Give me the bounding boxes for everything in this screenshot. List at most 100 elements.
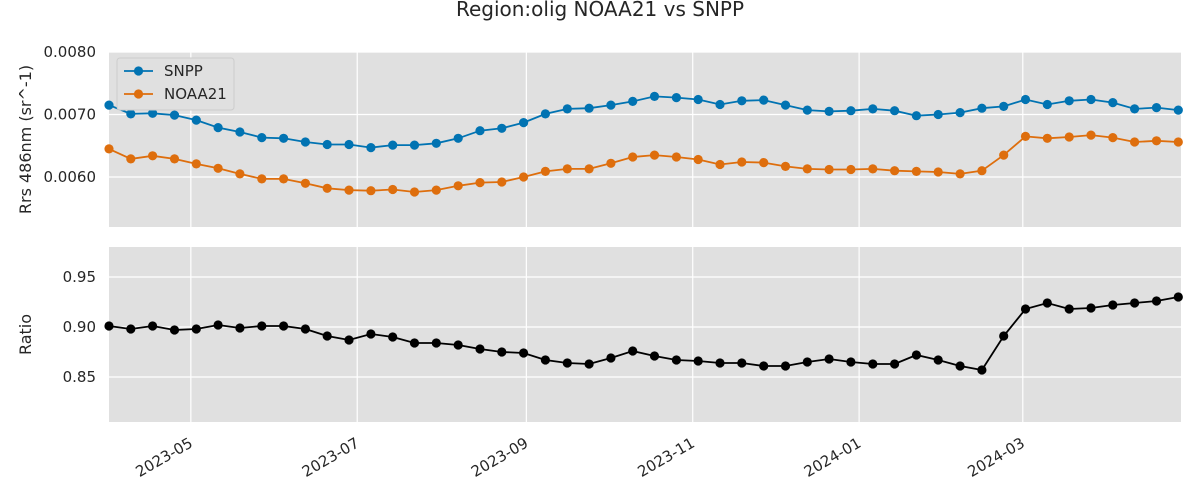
data-point-ratio	[169, 325, 180, 335]
panel-2-y-tick-label: 0.95	[63, 268, 96, 286]
data-point-noaa21	[584, 164, 594, 174]
data-point-ratio	[890, 359, 900, 369]
data-point-noaa21	[279, 174, 289, 184]
data-point-ratio	[235, 323, 245, 333]
data-point-snpp	[300, 137, 310, 147]
data-point-snpp	[169, 110, 180, 120]
data-point-ratio	[1130, 298, 1140, 308]
data-point-snpp	[1020, 94, 1031, 105]
data-point-ratio	[409, 338, 420, 348]
data-point-ratio	[540, 355, 551, 365]
data-point-snpp	[606, 100, 616, 110]
data-point-ratio	[475, 344, 485, 354]
data-point-ratio	[1064, 304, 1074, 314]
data-point-ratio	[649, 351, 660, 361]
data-point-ratio	[388, 332, 398, 342]
data-point-noaa21	[497, 177, 507, 187]
data-point-noaa21	[540, 166, 551, 176]
data-point-noaa21	[213, 163, 223, 173]
data-point-ratio	[1108, 300, 1118, 310]
data-point-noaa21	[148, 151, 158, 161]
data-point-noaa21	[628, 152, 638, 162]
data-point-snpp	[824, 106, 834, 116]
data-point-snpp	[1064, 96, 1074, 106]
legend-label-noaa21: NOAA21	[164, 85, 227, 103]
data-point-snpp	[279, 133, 289, 143]
panel-1-y-tick-label: 0.0070	[44, 106, 97, 124]
data-point-noaa21	[1130, 137, 1140, 147]
data-point-snpp	[846, 106, 856, 116]
data-point-snpp	[737, 96, 747, 106]
data-point-snpp	[497, 123, 507, 133]
data-point-noaa21	[911, 166, 922, 176]
data-point-ratio	[868, 359, 878, 369]
data-point-noaa21	[780, 161, 791, 171]
x-tick-label: 2024-01	[801, 434, 864, 481]
data-point-noaa21	[649, 150, 660, 160]
data-point-snpp	[868, 104, 878, 114]
data-point-snpp	[649, 91, 660, 101]
data-point-snpp	[693, 94, 703, 105]
data-point-ratio	[562, 358, 572, 368]
panel-2-y-axis-label: Ratio	[16, 314, 35, 355]
data-point-snpp	[388, 140, 398, 150]
data-point-noaa21	[890, 166, 900, 176]
data-point-noaa21	[300, 178, 310, 188]
data-point-snpp	[322, 139, 332, 150]
legend-marker-noaa21	[133, 89, 144, 99]
x-tick-label: 2024-03	[965, 434, 1028, 481]
data-point-noaa21	[126, 154, 136, 164]
data-point-ratio	[366, 329, 376, 339]
legend-marker-snpp	[133, 66, 144, 76]
data-point-snpp	[890, 106, 900, 116]
data-point-noaa21	[759, 158, 769, 168]
data-point-ratio	[628, 346, 638, 356]
data-point-snpp	[1130, 104, 1140, 114]
data-point-snpp	[453, 133, 463, 143]
x-tick-label: 2023-05	[133, 434, 196, 481]
data-point-ratio	[584, 359, 594, 369]
data-point-ratio	[933, 355, 943, 365]
data-point-snpp	[257, 133, 267, 143]
data-point-noaa21	[1020, 131, 1031, 141]
data-point-ratio	[693, 356, 703, 366]
data-point-ratio	[257, 321, 267, 331]
data-point-ratio	[1151, 296, 1162, 306]
data-point-snpp	[562, 104, 572, 114]
data-point-noaa21	[1173, 137, 1183, 147]
data-point-ratio	[802, 357, 812, 367]
data-point-ratio	[453, 340, 463, 350]
data-point-snpp	[1151, 103, 1162, 113]
data-point-snpp	[475, 126, 485, 136]
data-point-noaa21	[846, 164, 856, 175]
data-point-ratio	[431, 338, 441, 348]
panel-1-y-tick-label: 0.0060	[44, 168, 97, 186]
data-point-snpp	[235, 127, 245, 137]
chart-title: Region:olig NOAA21 vs SNPP	[456, 0, 744, 21]
data-point-noaa21	[431, 185, 441, 195]
data-point-noaa21	[191, 159, 201, 169]
data-point-ratio	[715, 358, 725, 368]
data-point-ratio	[322, 331, 332, 341]
data-point-ratio	[148, 321, 158, 331]
data-point-snpp	[759, 95, 769, 105]
data-point-snpp	[409, 140, 420, 150]
data-point-snpp	[955, 108, 965, 118]
data-point-noaa21	[322, 183, 332, 193]
x-tick-label: 2023-09	[468, 434, 531, 481]
data-point-noaa21	[1064, 132, 1074, 142]
panel-2-y-tick-label: 0.85	[63, 368, 96, 386]
data-point-noaa21	[824, 164, 834, 175]
data-point-snpp	[126, 109, 136, 119]
data-point-snpp	[715, 99, 725, 110]
data-point-snpp	[104, 100, 114, 110]
data-point-ratio	[999, 331, 1009, 341]
data-point-ratio	[344, 335, 354, 345]
panel-1-y-axis-label: Rrs 486nm (sr^-1)	[16, 65, 35, 214]
data-point-noaa21	[671, 152, 682, 162]
data-point-snpp	[1108, 98, 1118, 108]
data-point-snpp	[191, 115, 201, 125]
data-point-noaa21	[475, 178, 485, 188]
legend-label-snpp: SNPP	[164, 62, 203, 80]
